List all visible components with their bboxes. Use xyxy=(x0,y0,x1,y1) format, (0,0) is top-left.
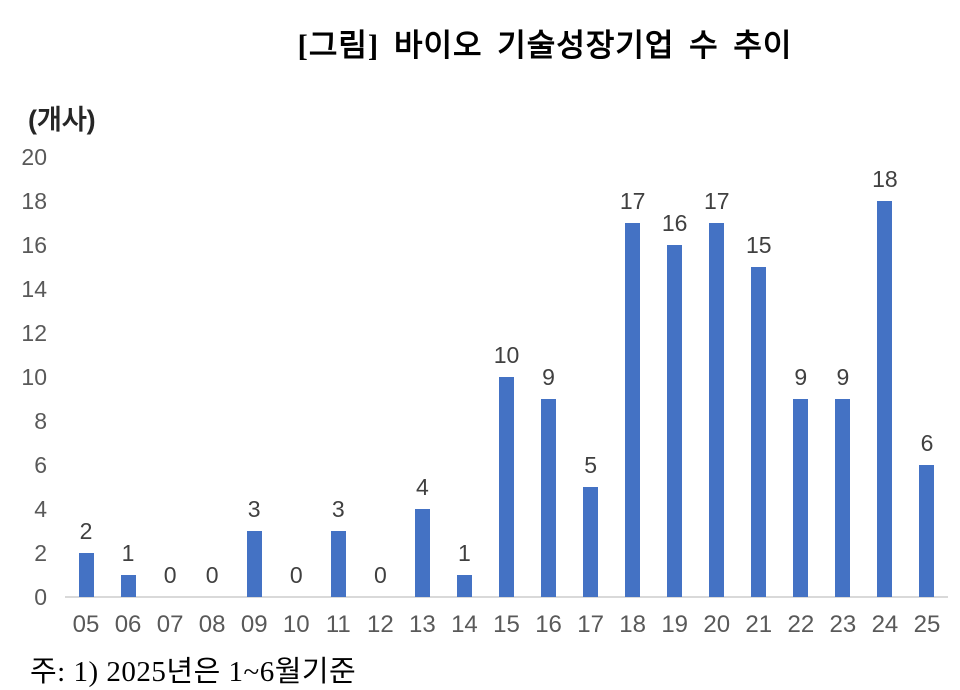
x-tick-label: 16 xyxy=(535,611,562,638)
bar xyxy=(120,575,136,597)
bar-value-label: 1 xyxy=(121,540,135,566)
x-tick-label: 25 xyxy=(913,611,941,638)
x-tick-label: 24 xyxy=(871,611,899,638)
y-tick-label: 20 xyxy=(21,144,47,170)
bar xyxy=(877,201,893,597)
x-tick-label: 15 xyxy=(493,611,520,638)
bar xyxy=(583,487,599,597)
bar-value-label: 6 xyxy=(920,430,934,456)
bar-value-label: 9 xyxy=(542,364,555,390)
y-tick-label: 4 xyxy=(34,496,47,522)
x-tick-label: 07 xyxy=(156,611,184,638)
bar-value-label: 0 xyxy=(289,562,303,588)
bar-value-label: 0 xyxy=(373,562,387,588)
x-axis-line xyxy=(65,596,948,598)
x-tick-label: 09 xyxy=(240,611,268,638)
y-tick-label: 8 xyxy=(34,408,47,434)
bar-value-label: 9 xyxy=(836,364,850,390)
x-tick-label: 14 xyxy=(451,611,478,638)
bar-value-label: 15 xyxy=(745,232,772,258)
x-tick-label: 06 xyxy=(114,611,142,638)
x-tick-label: 18 xyxy=(619,611,646,638)
bar xyxy=(414,509,430,597)
bar-value-label: 18 xyxy=(872,166,898,192)
bar xyxy=(330,531,346,597)
x-tick-label: 08 xyxy=(198,611,226,638)
x-tick-label: 10 xyxy=(282,611,310,638)
y-tick-label: 10 xyxy=(21,364,47,390)
bar-value-label: 3 xyxy=(247,496,261,522)
bar xyxy=(709,223,725,597)
x-tick-label: 21 xyxy=(745,611,773,638)
bar-value-label: 0 xyxy=(205,562,219,588)
bar xyxy=(919,465,935,597)
y-axis-unit-label: (개사) xyxy=(28,105,96,135)
bar-value-label: 17 xyxy=(703,188,730,214)
bar xyxy=(246,531,262,597)
x-tick-label: 20 xyxy=(703,611,731,638)
bar-value-label: 1 xyxy=(458,540,471,566)
x-tick-label: 05 xyxy=(72,611,100,638)
y-tick-label: 6 xyxy=(34,452,47,478)
x-tick-label: 12 xyxy=(366,611,394,638)
y-tick-label: 14 xyxy=(21,276,47,302)
bar xyxy=(751,267,767,597)
chart-title: [그림] 바이오 기술성장기업 수 추이 xyxy=(297,28,793,63)
x-tick-label: 23 xyxy=(829,611,857,638)
bar xyxy=(667,245,683,597)
bar-value-label: 17 xyxy=(619,188,646,214)
bar-value-label: 2 xyxy=(79,518,93,544)
y-tick-label: 16 xyxy=(21,232,47,258)
bar xyxy=(499,377,514,597)
x-tick-label: 11 xyxy=(325,611,351,638)
bar-value-label: 0 xyxy=(163,562,177,588)
bar xyxy=(793,399,809,597)
y-tick-label: 2 xyxy=(34,540,47,566)
bar xyxy=(541,399,557,597)
x-tick-label: 19 xyxy=(661,611,689,638)
y-tick-label: 0 xyxy=(34,584,47,610)
y-tick-label: 12 xyxy=(21,320,47,346)
bar-value-label: 10 xyxy=(493,342,520,368)
y-tick-label: 18 xyxy=(21,188,47,214)
chart-footnote: 주: 1) 2025년은 1~6월기준 xyxy=(30,656,357,688)
bar-value-label: 16 xyxy=(661,210,688,236)
bar xyxy=(78,553,94,597)
x-tick-label: 13 xyxy=(409,611,436,638)
bar xyxy=(625,223,641,597)
bar xyxy=(456,575,472,597)
bar-value-label: 4 xyxy=(415,474,429,500)
bar-value-label: 3 xyxy=(331,496,345,522)
bar-value-label: 9 xyxy=(794,364,808,390)
bar-value-label: 5 xyxy=(584,452,597,478)
x-tick-label: 17 xyxy=(577,611,604,638)
bar xyxy=(835,399,851,597)
x-tick-label: 22 xyxy=(787,611,815,638)
